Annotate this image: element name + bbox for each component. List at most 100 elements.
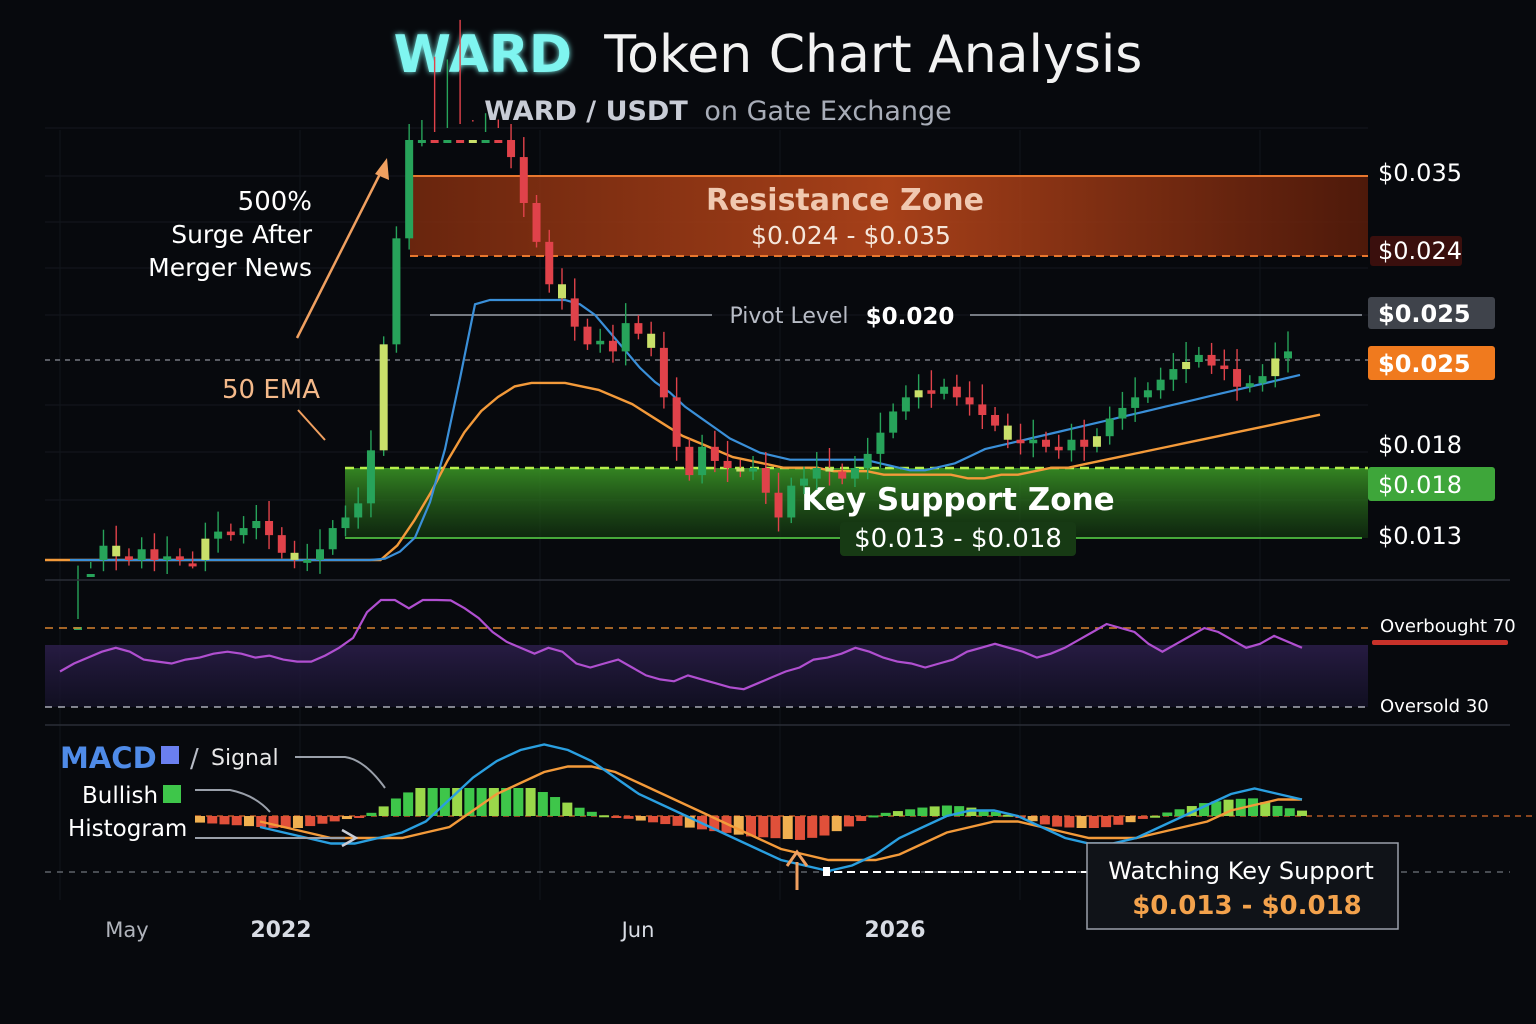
macd-hist-bar (831, 816, 842, 832)
macd-legend-swatch (161, 746, 179, 764)
candle-body (825, 468, 834, 472)
macd-hist-bar (672, 816, 683, 826)
candle-body (507, 140, 516, 158)
macd-hist-bar (550, 797, 561, 816)
candle-body (736, 468, 745, 472)
pivot-label: Pivot Level (729, 304, 848, 329)
macd-hist-bar (513, 788, 524, 816)
candle-body (86, 574, 95, 577)
macd-hist-bar (599, 815, 610, 818)
macd-hist-bar (452, 788, 463, 816)
support-zone-range: $0.013 - $0.018 (854, 524, 1062, 554)
macd-hist-bar (709, 816, 720, 832)
support-range-box (840, 522, 1076, 556)
price-label-018: $0.018 (1378, 431, 1462, 459)
price-box-024 (1370, 236, 1462, 266)
macd-hist-bar (1223, 799, 1234, 816)
macd-hist-bar (623, 816, 634, 819)
ema50-label: 50 EMA (222, 375, 320, 405)
candle-body (239, 528, 248, 536)
candle-body (952, 386, 961, 398)
candle-body (1067, 439, 1076, 451)
candle-body (787, 485, 796, 518)
candle-body (1042, 439, 1050, 447)
candle-body (328, 528, 337, 550)
macd-hist-bar (341, 816, 352, 820)
histogram-arrow-icon (341, 828, 359, 848)
support-up-arrow-icon (785, 849, 809, 867)
rsi-layer (59, 598, 1303, 691)
candle-body (468, 140, 477, 143)
macd-hist-bar (648, 816, 659, 823)
candle-body (634, 323, 643, 334)
macd-hist-bar (892, 811, 903, 816)
macd-hist-bar (427, 788, 438, 816)
candle-body (430, 140, 439, 143)
price-label-013: $0.013 (1378, 522, 1462, 550)
macd-hist-bar (562, 802, 573, 816)
support-zone-label: Key Support Zone (801, 482, 1114, 518)
macd-hist-bar (1137, 816, 1148, 819)
macd-hist-bar (268, 816, 279, 828)
macd-hist-bar (1150, 815, 1161, 818)
macd-hist-bar (770, 816, 781, 839)
candle-body (163, 556, 172, 560)
macd-hist-bar (231, 816, 242, 826)
candle-body (838, 471, 847, 479)
candle-body (481, 140, 490, 143)
price-axis: $0.035 $0.024 $0.025 $0.025 $0.018 $0.01… (1368, 159, 1495, 550)
macd-hist-bar (207, 816, 218, 824)
rsi-oversold-label: Oversold 30 (1380, 696, 1489, 717)
macd-hist-bar (941, 805, 952, 816)
macd-hist-bar (1260, 802, 1271, 816)
candle-body (774, 492, 783, 518)
macd-hist-bar (1284, 808, 1295, 816)
surge-arrow-icon (375, 158, 389, 180)
rsi-line (59, 598, 1303, 691)
signal-legend-pointer (295, 756, 386, 789)
candlesticks (74, 19, 1292, 630)
candle-body (940, 386, 949, 394)
candle-body (214, 531, 223, 539)
macd-hist-bar (660, 816, 671, 825)
callout-title: Watching Key Support (1108, 857, 1373, 885)
candle-body (1143, 390, 1152, 398)
candle-body (1182, 362, 1191, 370)
macd-hist-bar (525, 788, 536, 816)
candle-body (1054, 446, 1063, 451)
macd-hist-bar (354, 816, 365, 818)
candle-body (965, 397, 974, 405)
macd-hist-bar (1003, 814, 1014, 817)
candle-body (978, 404, 987, 415)
surge-annotation-line2: Surge After (171, 220, 313, 249)
x-label-jun: Jun (620, 918, 655, 942)
price-label-018-green: $0.018 (1378, 471, 1462, 499)
candle-body (201, 538, 210, 560)
macd-hist-bar (733, 816, 744, 835)
macd-hist-bar (868, 815, 879, 818)
macd-hist-bar (1052, 816, 1063, 827)
candle-body (316, 549, 324, 560)
ema-fast-line (70, 298, 1301, 562)
signal-legend-label: Signal (211, 746, 279, 771)
macd-hist-bar (488, 788, 499, 816)
candle-body (392, 238, 401, 345)
candle-body (1131, 397, 1140, 408)
macd-hist-bar (439, 788, 450, 816)
candle-body (1169, 369, 1178, 380)
candle-body (1029, 439, 1038, 444)
macd-hist-bar (1272, 805, 1283, 816)
macd-legend-slash: / (190, 744, 199, 774)
candle-body (570, 298, 579, 327)
macd-hist-bar (1199, 803, 1210, 816)
macd-hist-bar (905, 809, 916, 816)
surge-annotation-line3: Merger News (148, 253, 312, 282)
candle-body (303, 559, 312, 563)
price-label-025-grey: $0.025 (1378, 300, 1471, 328)
macd-legend: MACD / Signal Bullish Histogram (60, 741, 386, 848)
candle-body (112, 545, 121, 557)
price-box-018-green (1368, 467, 1495, 501)
candle-body (850, 468, 859, 479)
macd-hist-bar (415, 788, 426, 816)
macd-hist-bar (929, 806, 940, 816)
